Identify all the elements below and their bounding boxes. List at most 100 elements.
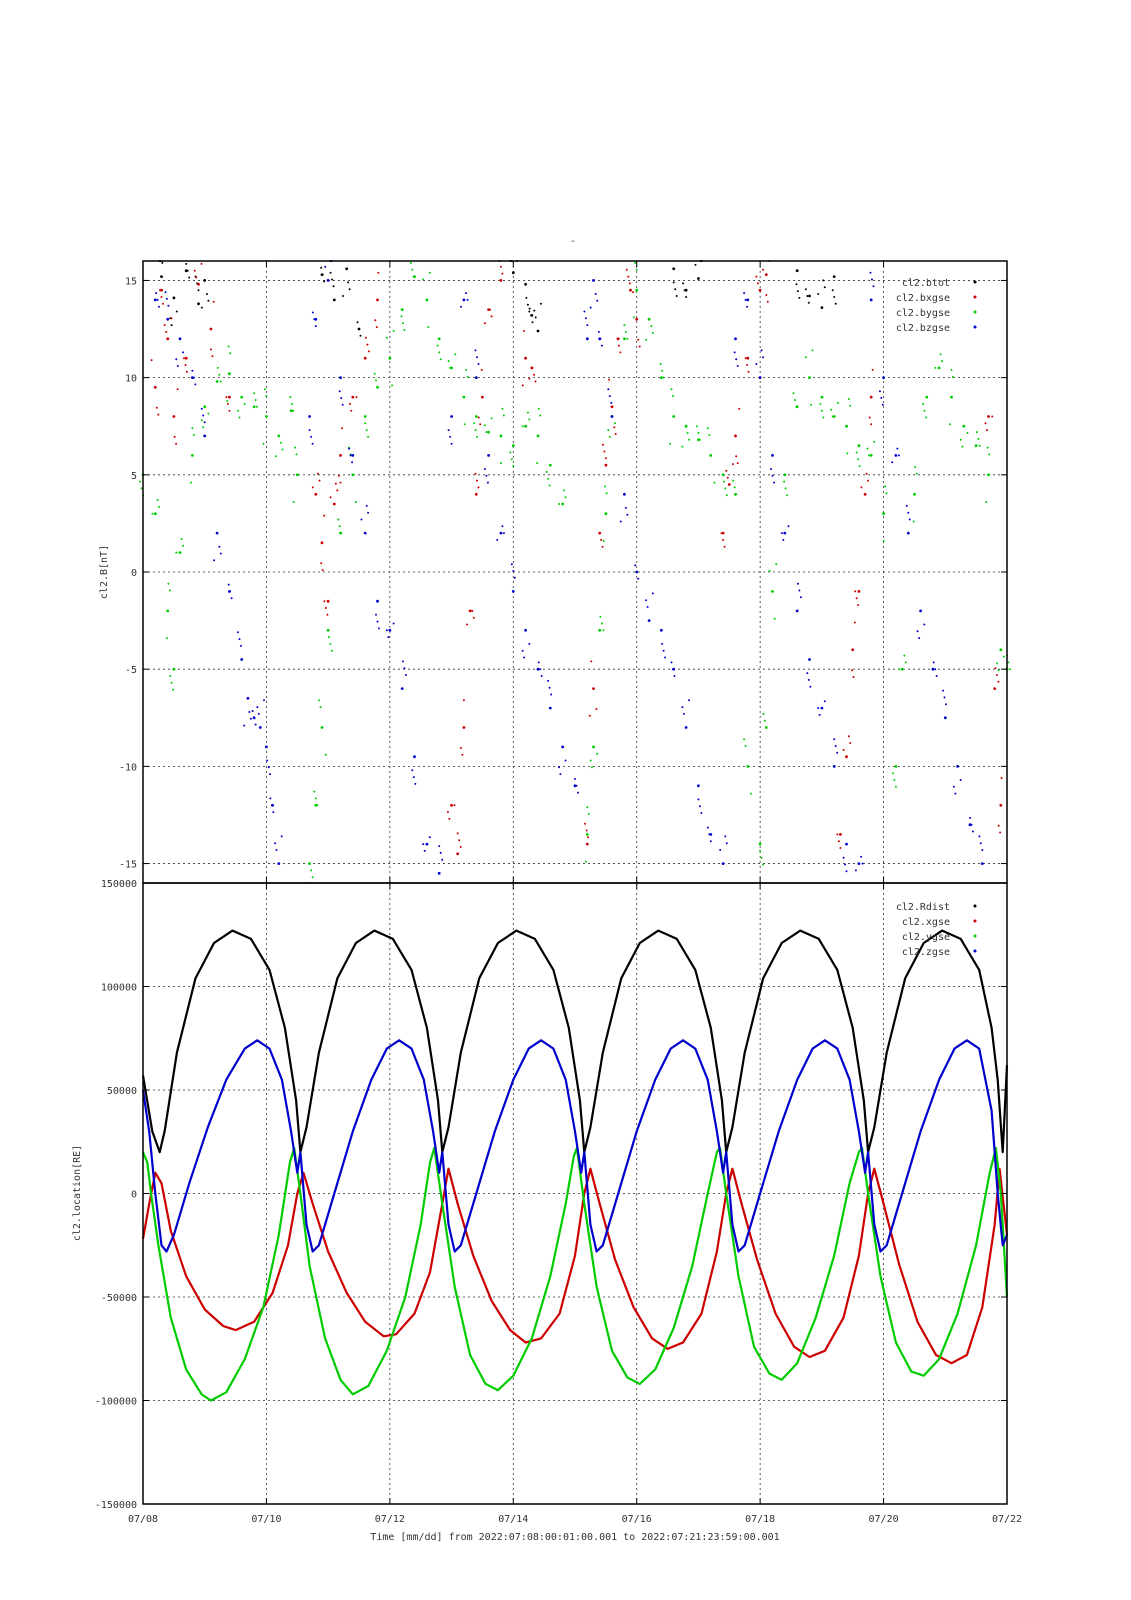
data-point	[857, 590, 861, 593]
data-point	[311, 311, 314, 314]
data-point	[600, 344, 603, 347]
data-point	[388, 628, 392, 632]
data-point	[905, 504, 908, 507]
data-point	[356, 321, 359, 324]
data-point	[860, 486, 863, 489]
data-point	[851, 669, 853, 672]
data-point	[536, 462, 539, 465]
data-point	[140, 487, 143, 490]
data-point	[759, 849, 762, 852]
data-point	[664, 656, 667, 659]
magnetic-field-panel: -15 -10 -5 0 5 10 15 cl2.B[nT] cl2.btot cl2.bxg…	[99, 260, 1011, 884]
data-point	[925, 416, 927, 419]
data-point	[585, 833, 589, 836]
data-point	[528, 418, 531, 421]
data-point	[783, 480, 786, 483]
data-point	[749, 792, 752, 795]
data-point	[228, 395, 231, 399]
data-point	[994, 667, 997, 670]
data-point	[490, 315, 493, 318]
data-point	[697, 784, 700, 788]
data-point	[320, 266, 323, 269]
data-point	[837, 840, 840, 843]
data-point	[873, 440, 876, 443]
data-point	[172, 415, 176, 418]
data-point	[483, 322, 486, 325]
data-point	[162, 302, 164, 305]
data-point	[150, 359, 153, 362]
data-point	[984, 422, 987, 425]
data-point	[156, 298, 159, 301]
data-point	[822, 416, 825, 419]
y-tick-label: -15	[119, 860, 137, 871]
data-point	[524, 356, 527, 360]
data-point	[338, 474, 340, 477]
data-point	[228, 409, 231, 412]
x-tick-label: 07/10	[251, 1514, 281, 1525]
data-point	[795, 405, 798, 408]
data-point	[348, 447, 351, 450]
data-point	[292, 501, 295, 503]
data-point	[599, 337, 602, 340]
data-point	[462, 395, 466, 399]
data-point	[650, 325, 653, 328]
data-point	[476, 479, 478, 482]
data-point	[489, 308, 492, 311]
data-point	[501, 272, 504, 275]
data-point	[254, 399, 257, 401]
data-point	[265, 395, 268, 398]
data-point	[256, 405, 258, 408]
data-point	[597, 330, 600, 333]
data-point	[672, 395, 674, 398]
data-point	[985, 501, 988, 503]
data-point	[238, 638, 241, 641]
data-point	[487, 454, 490, 457]
data-point	[289, 396, 292, 399]
data-point	[414, 782, 417, 785]
data-point	[934, 366, 937, 369]
data-point	[894, 765, 898, 768]
data-point	[610, 415, 614, 418]
data-point	[847, 398, 850, 400]
data-point	[845, 755, 848, 759]
data-point	[590, 660, 593, 663]
data-point	[809, 685, 812, 688]
data-point	[832, 275, 836, 278]
data-point	[598, 628, 602, 632]
data-point	[743, 292, 746, 295]
data-point	[604, 512, 608, 516]
data-point	[511, 444, 515, 448]
data-point	[269, 797, 272, 800]
data-point	[510, 563, 513, 566]
data-point	[987, 473, 990, 477]
data-point	[923, 623, 926, 626]
data-point	[564, 496, 567, 499]
legend-label: cl2.Rdist	[896, 902, 950, 913]
data-point	[476, 435, 478, 438]
data-point	[792, 392, 795, 395]
legend-label: cl2.btot	[902, 278, 950, 289]
data-point	[617, 344, 620, 347]
data-point	[868, 454, 870, 457]
data-point	[893, 779, 896, 781]
data-point	[462, 726, 466, 729]
data-point	[626, 337, 629, 340]
data-point	[634, 564, 637, 567]
data-point	[744, 298, 747, 301]
data-point	[153, 298, 157, 302]
data-point	[869, 395, 873, 399]
data-point	[660, 376, 663, 379]
data-point	[577, 791, 579, 794]
data-point	[290, 402, 293, 405]
data-point	[594, 293, 597, 295]
data-point	[521, 384, 524, 387]
data-point	[808, 376, 811, 379]
data-point	[428, 836, 431, 839]
data-point	[314, 803, 318, 807]
data-point	[673, 675, 676, 677]
data-point	[243, 402, 246, 405]
data-point	[773, 481, 775, 484]
data-point	[510, 458, 513, 461]
data-point	[724, 487, 727, 490]
data-point	[533, 373, 535, 376]
